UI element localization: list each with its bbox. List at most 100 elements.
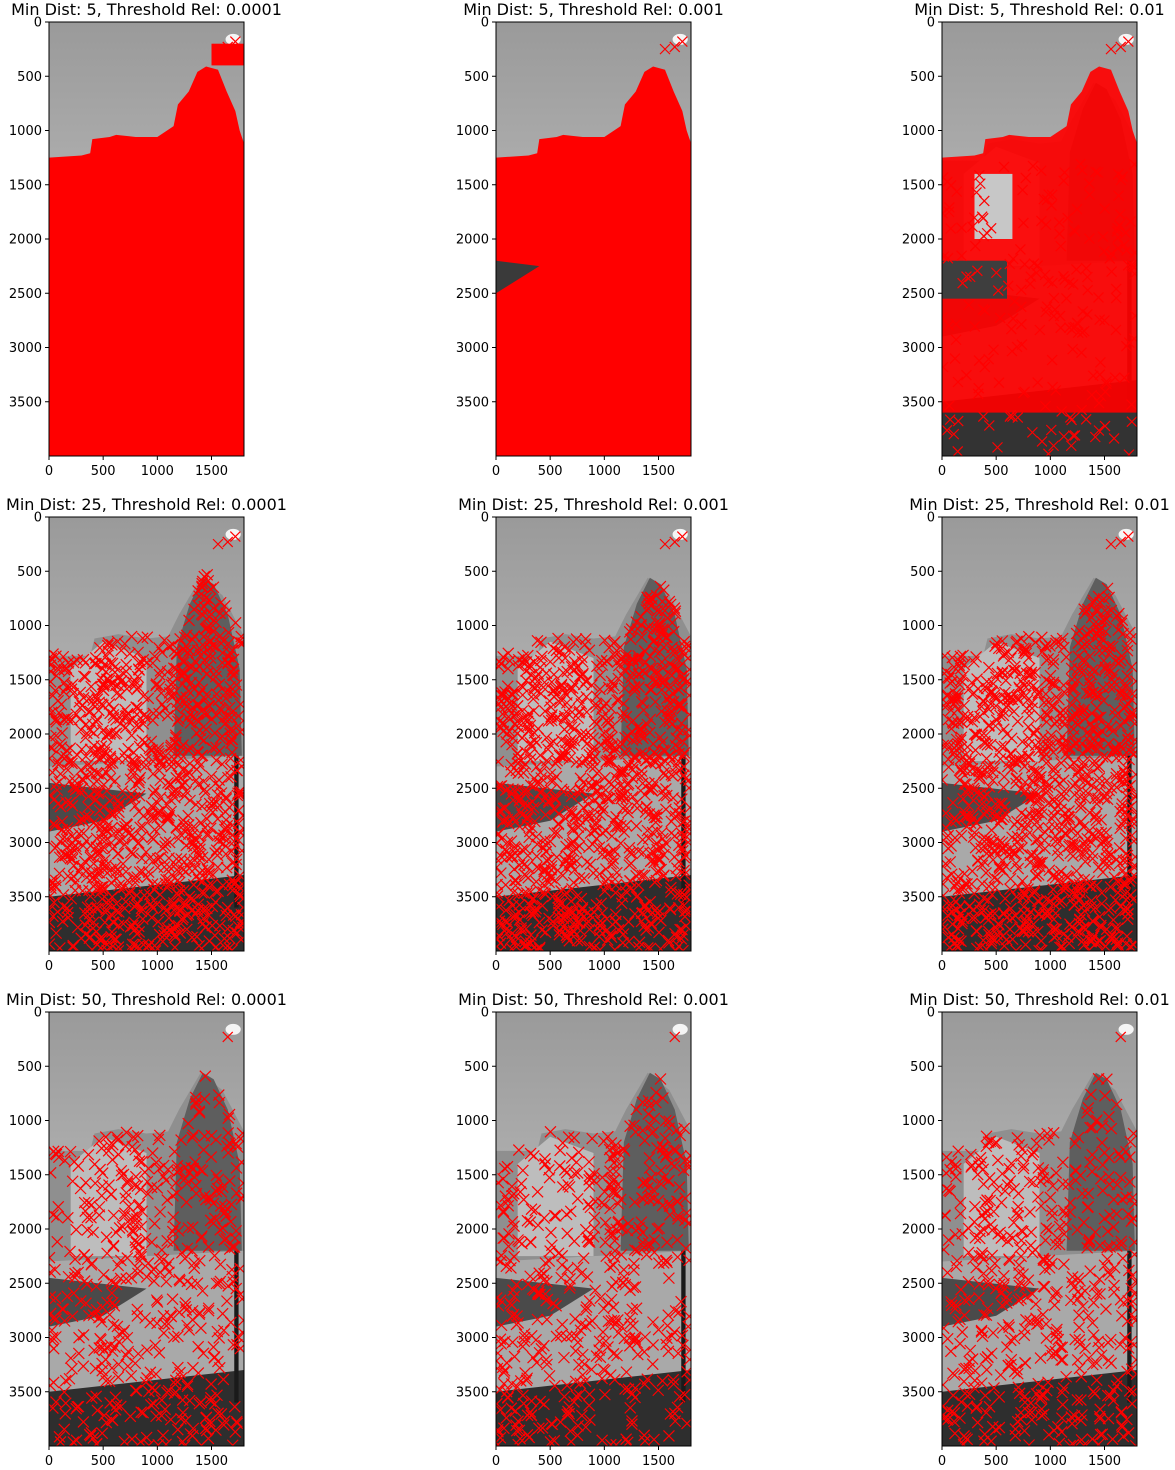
corner-marker xyxy=(607,1157,620,1169)
corner-marker xyxy=(598,700,611,712)
corner-marker xyxy=(57,1303,70,1316)
corner-marker xyxy=(496,1347,504,1360)
corner-marker xyxy=(1030,809,1042,821)
corner-marker xyxy=(603,792,616,805)
corner-marker xyxy=(549,1209,562,1222)
corner-marker xyxy=(199,1070,212,1083)
corner-marker xyxy=(636,1226,649,1239)
corner-marker xyxy=(116,785,129,798)
corner-marker xyxy=(220,686,232,699)
corner-marker xyxy=(640,1248,653,1261)
corner-marker xyxy=(85,1392,98,1405)
corner-marker xyxy=(510,874,523,887)
corner-marker xyxy=(680,904,691,917)
corner-marker xyxy=(497,1205,510,1218)
corner-marker xyxy=(119,1140,132,1152)
corner-marker xyxy=(671,887,684,900)
corner-marker xyxy=(524,1270,537,1283)
corner-marker xyxy=(110,687,123,700)
corner-marker xyxy=(124,1410,137,1423)
corner-marker xyxy=(1028,258,1040,269)
photo-image xyxy=(496,1012,691,1446)
corner-marker xyxy=(588,1211,601,1224)
corner-marker xyxy=(179,777,192,789)
corner-marker xyxy=(633,681,646,693)
corner-marker xyxy=(958,806,971,819)
corner-marker xyxy=(193,1397,206,1410)
corner-marker xyxy=(571,1261,584,1274)
corner-marker xyxy=(1025,793,1038,805)
corner-marker xyxy=(198,1189,211,1202)
corner-marker xyxy=(539,1257,552,1269)
corner-marker xyxy=(610,430,622,442)
corner-marker xyxy=(597,1326,609,1338)
corner-marker xyxy=(558,1390,571,1403)
corner-marker xyxy=(1089,901,1102,914)
corner-marker xyxy=(197,1143,210,1156)
x-tick-label: 1500 xyxy=(1088,959,1121,974)
corner-marker xyxy=(169,1386,182,1399)
corner-marker xyxy=(524,719,537,732)
corner-marker xyxy=(49,1291,57,1303)
corner-marker xyxy=(538,1398,550,1411)
corner-marker xyxy=(1119,677,1131,690)
corner-marker xyxy=(1107,681,1120,694)
corner-marker xyxy=(604,1165,616,1178)
corner-marker xyxy=(968,212,980,224)
corner-marker xyxy=(151,861,164,874)
corner-marker xyxy=(669,605,682,618)
corner-marker xyxy=(661,1236,673,1249)
corner-marker xyxy=(1054,228,1065,240)
corner-marker xyxy=(1022,652,1035,664)
corner-marker xyxy=(1098,614,1110,627)
corner-marker xyxy=(527,688,540,701)
corner-marker xyxy=(1081,603,1094,616)
corner-marker xyxy=(107,703,120,716)
corner-marker xyxy=(638,411,649,422)
corner-marker xyxy=(635,618,648,631)
corner-marker xyxy=(127,1131,140,1143)
corner-marker xyxy=(147,854,160,867)
corner-marker xyxy=(580,1301,593,1313)
corner-marker xyxy=(603,847,616,859)
y-tick-label: 1000 xyxy=(456,1114,489,1129)
corner-marker xyxy=(985,937,998,950)
corner-marker xyxy=(656,1374,669,1387)
corner-marker xyxy=(1115,1031,1127,1043)
corner-marker xyxy=(220,791,233,803)
corner-marker xyxy=(72,1266,85,1279)
corner-marker xyxy=(1052,693,1065,706)
corner-marker xyxy=(168,786,181,798)
corner-marker xyxy=(117,1168,130,1181)
corner-marker xyxy=(970,942,983,951)
subplot-6: Min Dist: 25, Threshold Rel: 0.010 500 100… xyxy=(902,495,1170,974)
corner-marker xyxy=(595,897,608,910)
corner-marker xyxy=(129,778,142,791)
corner-marker xyxy=(949,831,961,844)
corner-marker xyxy=(115,1164,128,1177)
corner-marker xyxy=(49,889,57,902)
corner-marker xyxy=(162,1317,175,1330)
corner-marker xyxy=(565,895,578,908)
corner-marker xyxy=(976,729,988,742)
corner-marker xyxy=(669,1031,681,1043)
corner-marker xyxy=(956,250,968,262)
corner-marker xyxy=(992,285,1004,296)
corner-marker xyxy=(659,1114,672,1127)
y-tick-label: 2500 xyxy=(9,287,42,302)
corner-marker xyxy=(84,851,97,864)
corner-marker xyxy=(1123,626,1136,639)
corner-marker xyxy=(87,817,100,829)
corner-marker xyxy=(593,799,606,812)
corner-marker xyxy=(509,842,522,855)
y-tick-label: 0 xyxy=(481,1006,489,1021)
corner-marker xyxy=(1031,267,1042,279)
corner-marker xyxy=(1047,678,1060,691)
corner-marker xyxy=(541,1358,553,1371)
corner-marker xyxy=(543,1255,556,1268)
corner-marker xyxy=(623,875,636,887)
corner-marker xyxy=(588,825,601,837)
corner-marker xyxy=(96,1301,109,1314)
corner-marker xyxy=(213,919,226,932)
corner-marker xyxy=(1031,925,1044,938)
